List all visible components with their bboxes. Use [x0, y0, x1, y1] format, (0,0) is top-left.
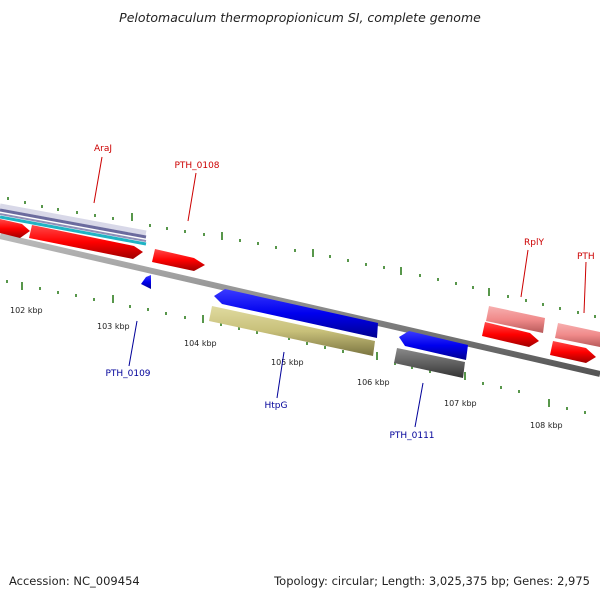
gene-label-araj[interactable]: AraJ — [94, 144, 112, 154]
gene-arrow[interactable] — [550, 341, 596, 363]
rna-feature[interactable] — [555, 323, 600, 347]
kbp-label: 104 kbp — [184, 339, 217, 348]
gene-arrow[interactable] — [0, 219, 30, 238]
outer-tick-row — [7, 197, 596, 318]
kbp-label: 107 kbp — [444, 399, 477, 408]
gene-arrow[interactable] — [152, 249, 205, 271]
topology-summary: Topology: circular; Length: 3,025,375 bp… — [273, 574, 590, 588]
kbp-label: 105 kbp — [271, 358, 304, 367]
gene-label-pth-0111[interactable]: PTH_0111 — [389, 431, 434, 441]
rna-feature[interactable] — [486, 306, 545, 333]
gene-box[interactable] — [394, 348, 465, 378]
genome-backbone — [0, 233, 600, 377]
inner-tick-row — [6, 280, 586, 414]
gene-label-pth-0108[interactable]: PTH_0108 — [174, 161, 219, 171]
reverse-gene-labels: PTH_0109 HtpG PTH_0111 — [105, 320, 435, 441]
gene-label-pth[interactable]: PTH — [577, 252, 595, 262]
gene-label-pth-0109[interactable]: PTH_0109 — [105, 369, 150, 379]
reverse-strand-features — [141, 275, 468, 378]
kbp-label: 108 kbp — [530, 421, 563, 430]
map-title: Pelotomaculum thermopropionicum SI, comp… — [119, 10, 481, 25]
kbp-label: 103 kbp — [97, 322, 130, 331]
gene-arrow[interactable] — [482, 322, 539, 347]
gene-arrow-reverse[interactable] — [399, 331, 468, 360]
kbp-labels: 102 kbp 103 kbp 104 kbp 105 kbp 106 kbp … — [10, 306, 563, 430]
gene-box[interactable] — [209, 306, 375, 356]
gene-arrow-reverse[interactable] — [214, 289, 378, 338]
gene-arrow-reverse[interactable] — [141, 275, 151, 289]
gene-arrow[interactable] — [29, 225, 143, 259]
forward-strand-features — [0, 219, 600, 363]
forward-gene-labels: AraJ PTH_0108 RplY PTH — [93, 144, 595, 314]
accession-text: Accession: NC_009454 — [9, 574, 140, 588]
gene-label-rply[interactable]: RplY — [524, 238, 544, 248]
kbp-label: 102 kbp — [10, 306, 43, 315]
gene-label-htpg[interactable]: HtpG — [265, 401, 288, 411]
feature-ring-stack — [0, 203, 147, 246]
kbp-label: 106 kbp — [357, 378, 390, 387]
